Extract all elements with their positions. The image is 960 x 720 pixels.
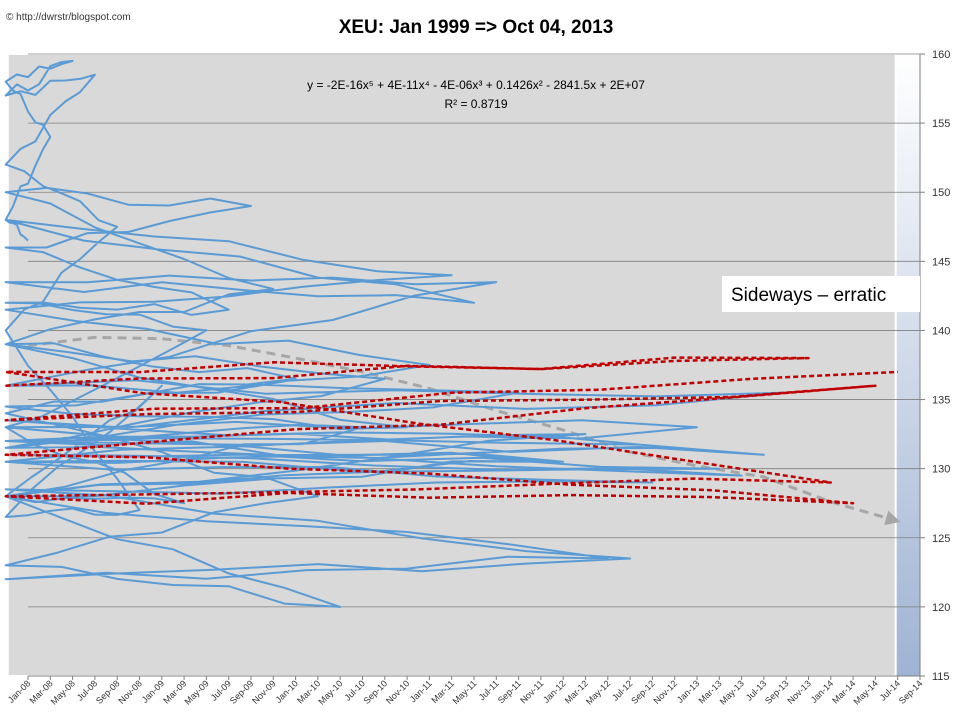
x-tick-label: May-08 [49,678,77,706]
x-tick-label: Sep-14 [897,678,925,706]
x-tick-label: Nov-12 [652,678,680,706]
x-tick-label: Jan-13 [675,678,702,705]
annotation-text: Sideways – erratic [731,285,886,306]
y-tick-label: 120 [932,602,950,614]
x-tick-label: May-11 [451,678,479,706]
y-tick-label: 140 [932,325,950,337]
y-tick-label: 125 [932,533,950,545]
x-tick-label: May-09 [183,678,211,706]
x-tick-label: Nov-13 [785,678,813,706]
x-tick-label: Sep-09 [228,678,256,706]
x-tick-label: May-14 [852,678,880,706]
y-tick-label: 160 [932,49,950,61]
x-tick-label: Sep-12 [629,678,657,706]
y-tick-label: 145 [932,256,950,268]
y-tick-label: 115 [932,671,950,683]
x-tick-label: May-12 [584,678,612,706]
trendline [27,335,901,526]
chart-title: XEU: Jan 1999 => Oct 04, 2013 [339,17,614,38]
x-tick-label: Jan-14 [809,678,836,705]
x-tick-label: Sep-13 [763,678,791,706]
x-tick-label: Jan-10 [273,678,300,705]
x-axis: Jan-08Mar-08May-08Jul-08Sep-08Nov-08Jan-… [6,675,925,707]
x-tick-label: Nov-09 [250,678,278,706]
gridlines [28,53,920,677]
series-line-0 [4,59,788,608]
x-tick-label: Jan-08 [6,678,33,705]
trendline-path [27,335,901,526]
x-tick-label: May-10 [316,678,344,706]
y-tick-label: 155 [932,118,950,130]
series-lines [4,59,898,608]
annotation-box [722,276,920,312]
x-tick-label: Nov-10 [384,678,412,706]
x-tick-label: Nov-08 [116,678,144,706]
y-tick-label: 130 [932,464,950,476]
y-tick-label: 135 [932,395,950,407]
trendline-r2: R² = 0.8719 [444,97,507,111]
x-tick-label: Nov-11 [518,678,545,705]
x-tick-label: Jan-09 [140,678,167,705]
x-tick-label: May-13 [718,678,746,706]
x-tick-label: Jan-11 [408,678,434,704]
y-tick-label: 150 [932,187,950,199]
x-tick-label: Sep-11 [496,678,523,705]
credit-text: © http://dwrstr/blogspot.com [6,12,131,23]
x-tick-label: Sep-10 [362,678,390,706]
x-tick-label: Jan-12 [541,678,568,705]
y-axis: 115 120 125 130 135 140 145 150 155 160 [919,49,950,683]
x-tick-label: Sep-08 [94,678,122,706]
trendline-equation: y = -2E-16x⁵ + 4E-11x⁴ - 4E-06x³ + 0.142… [307,78,645,92]
series-line-1 [4,356,898,505]
